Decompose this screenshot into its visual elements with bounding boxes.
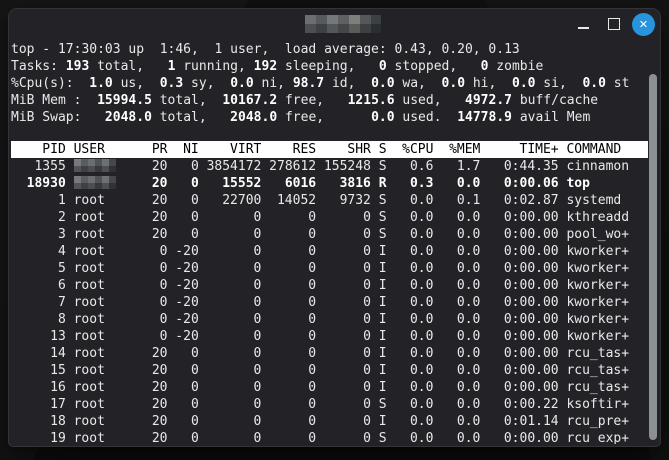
column-header: TIME+ [519,142,559,157]
process-row: 1355 20 0 3854172 278612 155248 S 0.6 1.7 0:44.35… [34,159,630,174]
process-row: 2 root 20 0 0 0 0 S 0.0 0.0 0:00.00 kthreadd [57,210,630,225]
process-row: 16 root 20 0 0 0 0 I 0.0 0.0 0:00.00 rcu_tas+ [50,380,630,395]
column-header: USER [73,142,105,157]
process-row: 3 root 20 0 0 0 0 S 0.0 0.0 0:00.00 pool_wo+ [57,227,630,242]
process-row: 19 root 20 0 0 0 0 S 0.0 0.0 0:00.00 rcu_exp+ [50,431,630,444]
process-row: 17 root 20 0 0 0 0 S 0.0 0.0 0:00.22 ksoftir+ [50,397,630,412]
column-header: PID [42,142,66,157]
process-row: 7 root 0 -20 0 0 0 I 0.0 0.0 0:00.00 kworker+ [57,295,630,310]
summary-line: MiB Mem : 15994.5 total, 10167.2 free, 1… [11,93,599,108]
process-table: 1355 20 0 3854172 278612 155248 S 0.6 1.7 0:44.35… [11,158,658,444]
column-header: SHR [347,142,371,157]
redacted-username [73,159,116,172]
minimize-icon [578,27,589,29]
summary-line: Tasks: 193 total, 1 running, 192 sleepin… [11,59,544,74]
process-row: 14 root 20 0 0 0 0 I 0.0 0.0 0:00.00 rcu_tas+ [50,346,630,361]
title-bar[interactable]: ✕ [9,9,660,39]
summary-line: top - 17:30:03 up 1:46, 1 user, load ave… [11,42,520,57]
process-row: 5 root 0 -20 0 0 0 I 0.0 0.0 0:00.00 kworker+ [57,261,630,276]
column-header: PR [151,142,168,157]
process-row: 18930 20 0 15552 6016 3816 R 0.3 0.0 0:00.06 top [26,176,590,191]
column-header: NI [183,142,199,157]
maximize-button[interactable] [602,13,625,36]
redacted-username [73,176,116,189]
column-header: VIRT [230,142,262,157]
column-header: RES [292,142,317,157]
process-row: 13 root 0 -20 0 0 0 I 0.0 0.0 0:00.00 kworker+ [50,329,630,344]
close-button[interactable]: ✕ [632,12,655,36]
process-row: 4 root 0 -20 0 0 0 I 0.0 0.0 0:00.00 kworker+ [57,244,630,259]
summary-lines: top - 17:30:03 up 1:46, 1 user, load ave… [11,41,658,126]
maximize-icon [607,18,620,30]
redacted-window-title [304,15,381,33]
minimize-button[interactable] [572,13,595,36]
window-controls: ✕ [572,9,655,39]
terminal-window: ✕ top - 17:30:03 up 1:46, 1 user, load a… [8,8,661,447]
process-table-header: PID USER PR NI VIRT RES SHR S %CPU %MEM TIME+ COMMA… [11,141,648,158]
process-row: 8 root 0 -20 0 0 0 I 0.0 0.0 0:00.00 kworker+ [57,312,630,327]
process-row: 6 root 0 -20 0 0 0 I 0.0 0.0 0:00.00 kworker+ [57,278,630,293]
blank-line [11,126,658,141]
column-header: %CPU [402,142,434,157]
process-row: 1 root 20 0 22700 14052 9732 S 0.0 0.1 0:02.87 syst… [57,193,622,208]
summary-line: MiB Swap: 2048.0 total, 2048.0 free, 0.0… [11,110,591,125]
terminal-content: top - 17:30:03 up 1:46, 1 user, load ave… [11,39,658,444]
scrollbar-thumb[interactable] [649,74,657,440]
column-header: %MEM [449,142,481,157]
column-header: COMMAND [566,142,622,157]
process-row: 15 root 20 0 0 0 0 I 0.0 0.0 0:00.00 rcu_tas+ [50,363,630,378]
column-header: S [378,142,387,157]
process-row: 18 root 20 0 0 0 0 I 0.0 0.0 0:01.14 rcu_pre+ [50,414,630,429]
close-icon: ✕ [638,17,649,31]
summary-line: %Cpu(s): 1.0 us, 0.3 sy, 0.0 ni, 98.7 id… [11,76,630,91]
